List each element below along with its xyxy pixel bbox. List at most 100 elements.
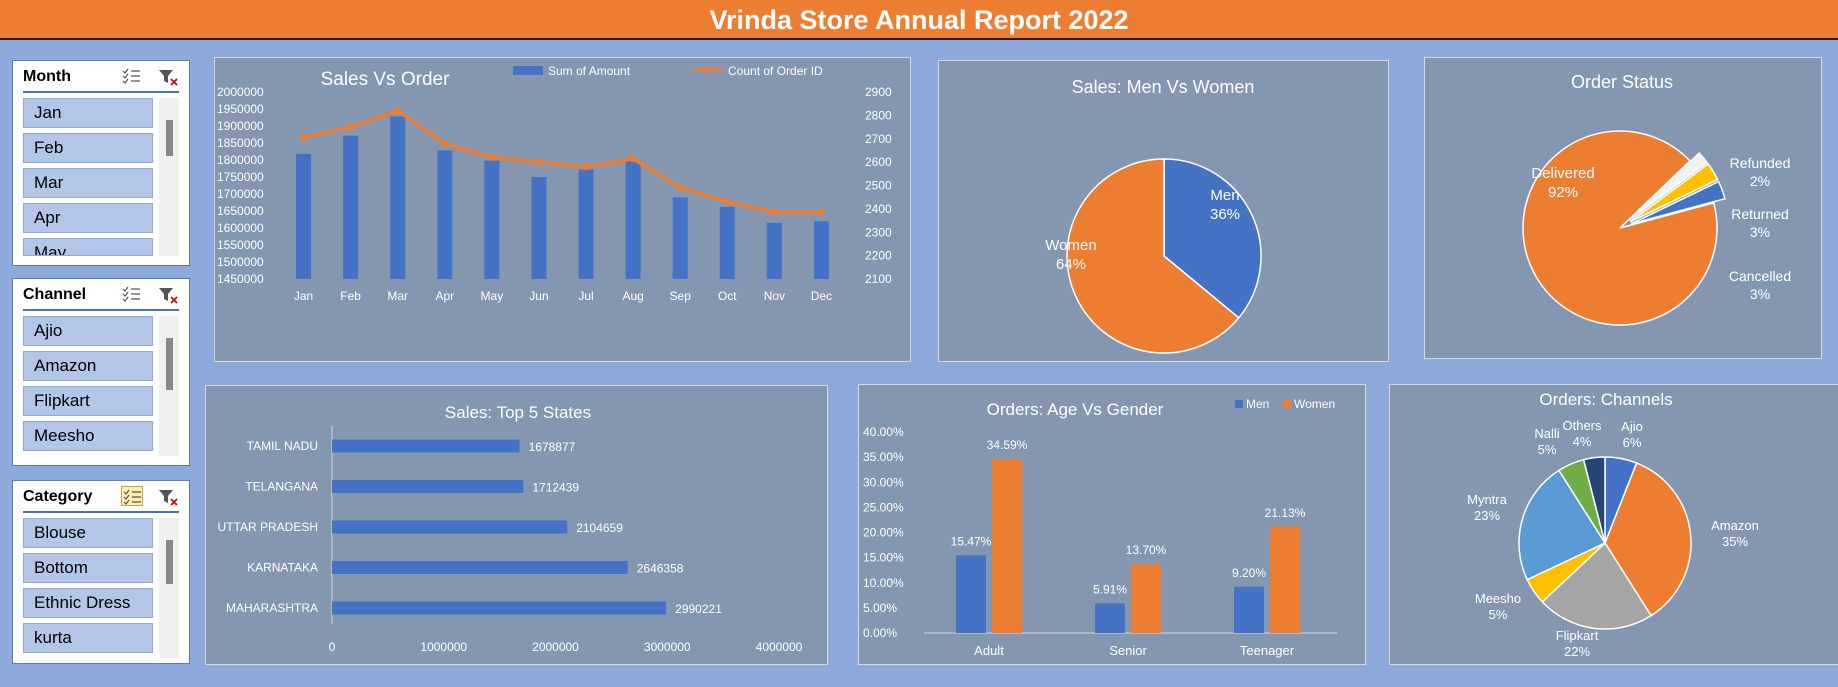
y-right-tick-label: 2100	[865, 272, 892, 286]
multi-select-icon[interactable]	[121, 284, 143, 304]
legend-label-orders: Count of Order ID	[728, 64, 823, 78]
data-label-maharashtra: 2990221	[675, 602, 722, 616]
pie-slice-men	[1163, 158, 1262, 319]
y-tick-label-karnataka: KARNATAKA	[247, 561, 318, 575]
chart-canvas: Order Status Delivered 92% Refunded 2% Return…	[1522, 72, 1791, 326]
chart-title: Sales Vs Order	[321, 69, 450, 90]
slice-value-myntra: 23%	[1474, 508, 1500, 523]
bar-tamil-nadu	[332, 439, 520, 453]
x-tick-label-aug: Aug	[622, 289, 643, 303]
y-right-tick-label: 2800	[865, 108, 892, 122]
x-tick-label-senior: Senior	[1109, 643, 1147, 658]
slicer-item-ethnic-dress[interactable]: Ethnic Dress	[23, 588, 153, 618]
slicer-item-blouse[interactable]: Blouse	[23, 518, 153, 548]
point-orders-may	[488, 153, 496, 161]
bar-amount-jun	[531, 177, 547, 279]
slicer-scrollbar[interactable]	[159, 98, 179, 256]
slicer-item-feb[interactable]: Feb	[23, 133, 153, 163]
slicer-item-jan[interactable]: Jan	[23, 98, 153, 128]
bar-karnataka	[332, 561, 628, 574]
data-label-men-teenager: 9.20%	[1232, 566, 1266, 580]
y-tick-label-maharashtra: MAHARASHTRA	[226, 601, 318, 615]
legend-label-amount: Sum of Amount	[548, 64, 631, 78]
x-tick-label-jul: Jul	[578, 289, 593, 303]
clear-filter-icon[interactable]	[157, 486, 179, 508]
month-slicer[interactable]: Month Jan Feb Mar Apr May	[12, 60, 190, 266]
slicer-item-mar[interactable]: Mar	[23, 168, 153, 198]
slice-label-women: Women	[1045, 237, 1096, 254]
slicer-item-amazon[interactable]: Amazon	[23, 351, 153, 381]
point-orders-aug	[629, 155, 637, 163]
slice-value-meesho: 5%	[1489, 607, 1508, 622]
bar-maharashtra	[332, 601, 667, 615]
point-orders-nov	[770, 208, 778, 216]
bar-amount-aug	[625, 160, 641, 279]
sales-vs-order-chart[interactable]: Sales Vs Order Sum of Amount Count of Orde…	[214, 57, 911, 362]
sales-men-vs-women-chart[interactable]: Sales: Men Vs Women Men 36% Women 64%	[938, 60, 1389, 362]
clear-filter-icon[interactable]	[157, 66, 179, 88]
slicer-scrollbar[interactable]	[159, 316, 179, 456]
y-right-tick-label: 2200	[865, 249, 892, 263]
order-status-chart[interactable]: Order Status Delivered 92% Refunded 2% Return…	[1424, 57, 1822, 359]
point-orders-apr	[441, 139, 449, 147]
x-tick-label: 0	[329, 640, 336, 654]
x-tick-label-nov: Nov	[764, 289, 785, 303]
x-tick-label-sep: Sep	[670, 289, 692, 303]
data-label-uttar-pradesh: 2104659	[576, 521, 623, 535]
slice-label-flipkart: Flipkart	[1556, 628, 1599, 643]
slicer-item-bottom[interactable]: Bottom	[23, 553, 153, 583]
slicer-item-kurta[interactable]: kurta	[23, 623, 153, 653]
y-left-tick-label: 1950000	[217, 102, 264, 116]
multi-select-icon[interactable]	[121, 66, 143, 86]
category-slicer[interactable]: Category Blouse Bottom Ethnic Dress kurt…	[12, 480, 190, 664]
slice-label-ajio: Ajio	[1621, 419, 1643, 434]
slice-value-refunded: 2%	[1750, 173, 1770, 189]
slice-value-flipkart: 22%	[1564, 644, 1590, 659]
slice-label-refunded: Refunded	[1730, 155, 1791, 171]
orders-channels-chart[interactable]: Orders: Channels Ajio 6% Amazon 35% Flipkart 2…	[1389, 384, 1838, 665]
x-tick-label-jan: Jan	[294, 289, 313, 303]
channel-slicer[interactable]: Channel Ajio Amazon Flipkart Meesho	[12, 278, 190, 466]
slicer-scrollbar[interactable]	[159, 518, 179, 658]
slicer-item-apr[interactable]: Apr	[23, 203, 153, 233]
multi-select-icon[interactable]	[121, 486, 143, 506]
y-tick-label: 10.00%	[863, 576, 904, 590]
slicer-item-flipkart[interactable]: Flipkart	[23, 386, 153, 416]
y-tick-label: 20.00%	[863, 526, 904, 540]
y-tick-label: 5.00%	[863, 601, 897, 615]
slicer-header: Channel	[23, 279, 179, 311]
x-tick-label-oct: Oct	[718, 289, 737, 303]
pie-slice-delivered	[1522, 130, 1718, 326]
slice-value-ajio: 6%	[1623, 435, 1642, 450]
scrollbar-thumb[interactable]	[166, 540, 173, 584]
sales-top-states-chart[interactable]: Sales: Top 5 States 0 1000000 2000000 300000…	[205, 385, 828, 665]
pie-slice-refunded	[1628, 152, 1709, 221]
y-left-tick-label: 1600000	[217, 221, 264, 235]
scrollbar-thumb[interactable]	[166, 120, 173, 156]
pie-slice-cancelled	[1630, 180, 1726, 225]
y-tick-label-uttar-pradesh: UTTAR PRADESH	[218, 520, 318, 534]
slice-value-delivered: 92%	[1548, 184, 1578, 201]
legend-label-men: Men	[1246, 397, 1269, 411]
bar-amount-dec	[813, 221, 829, 279]
chart-canvas: Orders: Age Vs Gender Men Women 40.00% 35.00…	[863, 397, 1337, 658]
slice-value-nalli: 5%	[1538, 442, 1557, 457]
bar-amount-jul	[578, 169, 594, 279]
chart-canvas: Sales: Top 5 States 0 1000000 2000000 300000…	[218, 403, 803, 654]
scrollbar-thumb[interactable]	[166, 338, 173, 390]
y-tick-label: 35.00%	[863, 450, 904, 464]
slicer-item-ajio[interactable]: Ajio	[23, 316, 153, 346]
data-label-karnataka: 2646358	[637, 562, 684, 576]
report-title-bar: Vrinda Store Annual Report 2022	[0, 0, 1838, 40]
slice-label-meesho: Meesho	[1475, 591, 1521, 606]
y-left-tick-label: 1750000	[217, 170, 264, 184]
bar-amount-apr	[437, 150, 453, 279]
slicer-item-may[interactable]: May	[23, 238, 153, 256]
slice-value-returned: 3%	[1750, 224, 1770, 240]
slicer-item-meesho[interactable]: Meesho	[23, 421, 153, 451]
y-right-tick-label: 2400	[865, 202, 892, 216]
orders-age-vs-gender-chart[interactable]: Orders: Age Vs Gender Men Women 40.00% 35.00…	[858, 384, 1366, 665]
chart-title: Sales: Men Vs Women	[1072, 77, 1255, 97]
clear-filter-icon[interactable]	[157, 284, 179, 306]
chart-title: Orders: Age Vs Gender	[987, 400, 1164, 419]
